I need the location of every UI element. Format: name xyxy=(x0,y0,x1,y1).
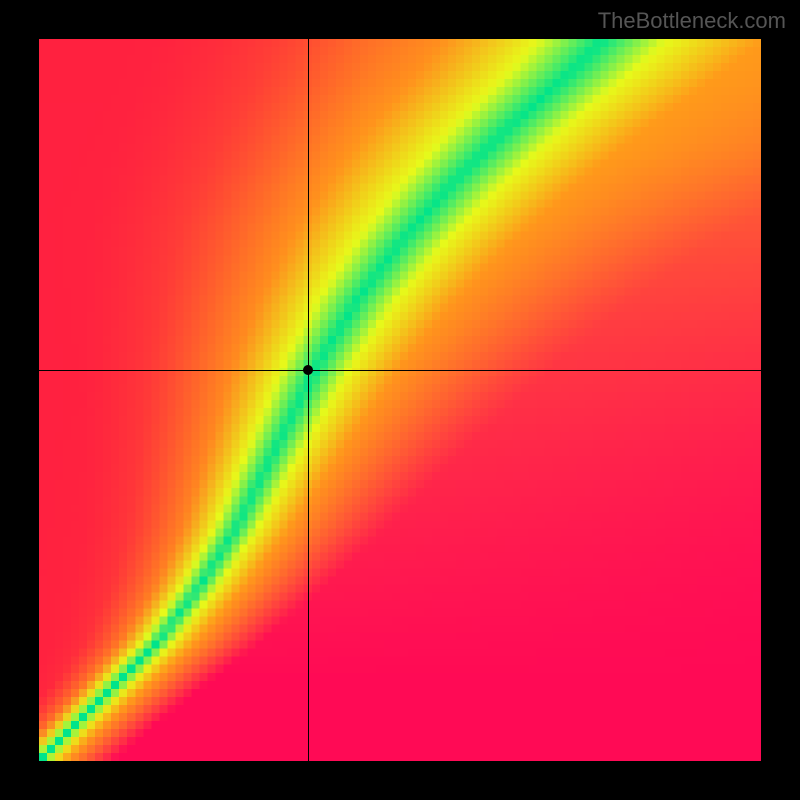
crosshair-marker xyxy=(303,365,313,375)
chart-frame xyxy=(0,0,800,800)
bottleneck-heatmap xyxy=(39,39,761,761)
watermark-text: TheBottleneck.com xyxy=(598,8,786,34)
crosshair-vertical xyxy=(308,39,309,761)
crosshair-horizontal xyxy=(39,370,761,371)
